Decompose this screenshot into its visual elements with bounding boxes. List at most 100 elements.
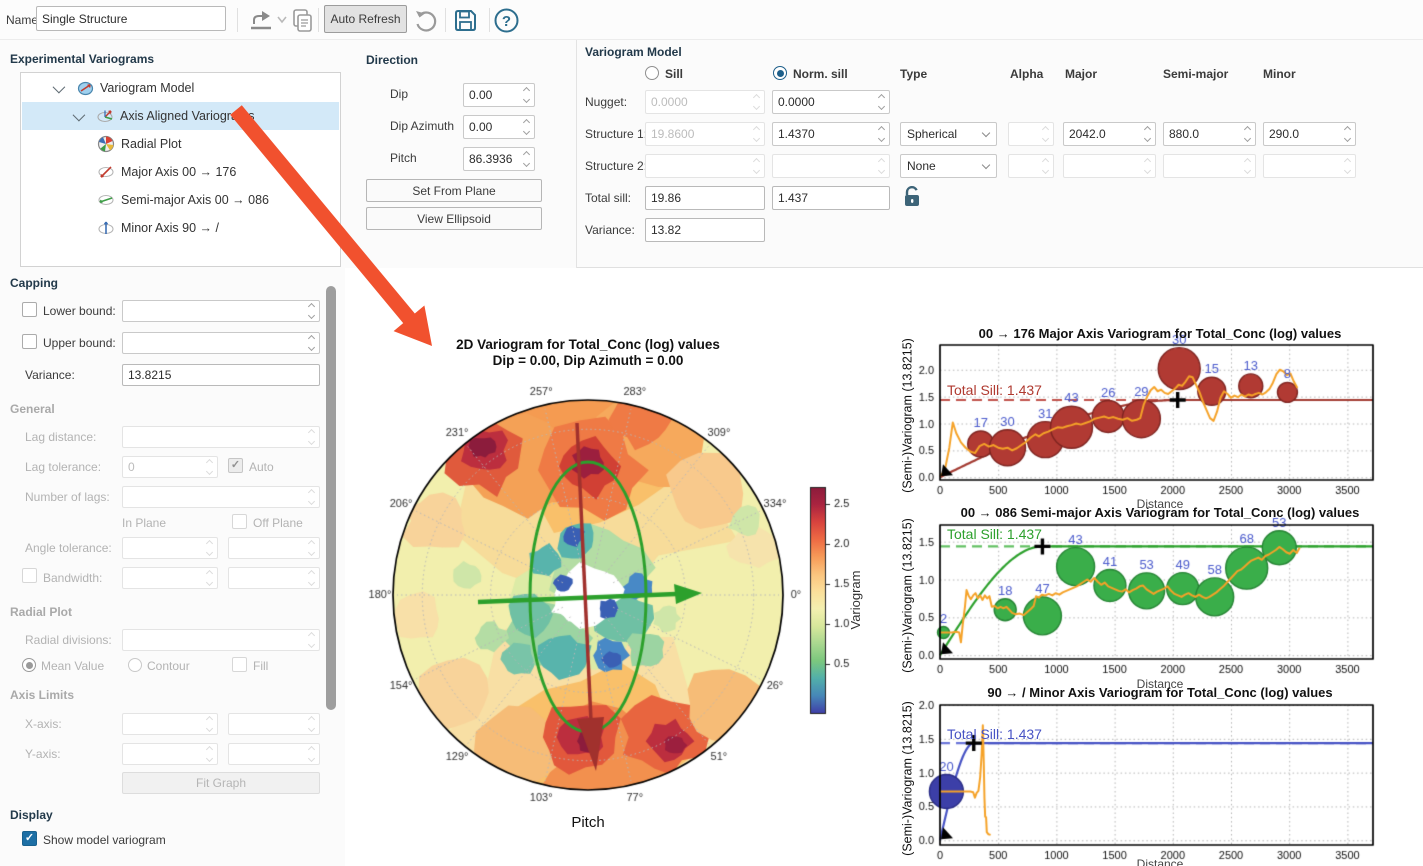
pitch-input[interactable]: [463, 147, 535, 171]
minor-axis-icon: [98, 221, 114, 234]
structure2-norm-sill-input: [772, 154, 890, 178]
annotation-arrow-shape: [230, 105, 432, 346]
norm-sill-radio-label: Norm. sill: [793, 67, 848, 81]
toolbar-separator: [445, 8, 446, 32]
dip-label: Dip: [390, 87, 409, 101]
radial-plot-title-line2: Dip = 0.00, Dip Azimuth = 0.00: [492, 353, 684, 368]
major-axis-chart-canvas: [897, 325, 1423, 497]
major-axis-x-label: Distance: [1136, 497, 1184, 511]
y-axis-max-input: [228, 743, 320, 765]
lower-bound-checkbox[interactable]: [22, 302, 37, 317]
off-plane-label: Off Plane: [253, 516, 303, 530]
radial-plot-canvas: [350, 272, 895, 866]
minor-axis-x-label: Distance: [1136, 857, 1184, 866]
off-plane-checkbox: [232, 514, 247, 529]
x-axis-min-input: [122, 713, 218, 735]
tree-item-major-axis[interactable]: Major Axis 00 → 176: [22, 158, 339, 186]
toolbar-separator: [489, 8, 490, 32]
type-column-header: Type: [900, 67, 928, 81]
structure1-sill-input: [645, 122, 765, 146]
structure1-minor-input[interactable]: [1263, 122, 1356, 146]
undo-icon[interactable]: [413, 8, 439, 34]
nugget-sill-input: [645, 90, 765, 114]
structure1-label: Structure 1:: [585, 127, 648, 141]
expander-chevron-icon[interactable]: [72, 108, 86, 121]
semi-major-axis-icon: [98, 194, 114, 205]
structure1-major-input[interactable]: [1063, 122, 1156, 146]
help-icon[interactable]: ?: [493, 7, 520, 34]
major-column-header: Major: [1065, 67, 1098, 81]
display-heading: Display: [10, 808, 53, 822]
export-dropdown-chevron-icon[interactable]: [277, 16, 287, 24]
radial-plot-icon: [97, 135, 115, 153]
structure2-label: Structure 2:: [585, 159, 648, 173]
tree-item-radial-plot[interactable]: Radial Plot: [22, 130, 339, 158]
norm-sill-radio[interactable]: [773, 66, 787, 80]
show-model-variogram-checkbox[interactable]: [22, 831, 37, 846]
sill-radio[interactable]: [645, 66, 659, 80]
tree-item-axis-aligned-variograms[interactable]: Axis Aligned Variograms: [22, 102, 339, 130]
copy-icon[interactable]: [290, 7, 316, 34]
lag-distance-label: Lag distance:: [25, 430, 97, 444]
upper-bound-input[interactable]: [122, 332, 320, 354]
upper-bound-checkbox[interactable]: [22, 334, 37, 349]
dip-azimuth-input[interactable]: [463, 115, 535, 139]
tree-item-variogram-model[interactable]: Variogram Model: [22, 74, 339, 102]
mean-value-label: Mean Value: [41, 659, 105, 673]
toolbar-separator: [318, 8, 319, 32]
nugget-norm-sill-input[interactable]: [772, 90, 890, 114]
x-axis-max-input: [228, 713, 320, 735]
expander-chevron-icon[interactable]: [52, 80, 66, 93]
semi-major-axis-chart-title: 00 → 086 Semi-major Axis Variogram for T…: [960, 505, 1360, 520]
tree-item-label: Variogram Model: [100, 81, 195, 95]
tree-item-minor-axis[interactable]: Minor Axis 90 → /: [22, 214, 339, 242]
total-norm-sill-input[interactable]: [772, 186, 890, 210]
fill-label: Fill: [253, 659, 269, 673]
minor-axis-chart-title: 90 → / Minor Axis Variogram for Total_Co…: [987, 685, 1333, 700]
name-input[interactable]: [36, 6, 226, 31]
mean-value-radio: [22, 658, 36, 672]
angle-tolerance-label: Angle tolerance:: [25, 541, 112, 555]
model-variance-input[interactable]: [645, 218, 765, 242]
y-axis-min-input: [122, 743, 218, 765]
axis-limits-heading: Axis Limits: [10, 688, 75, 702]
set-from-plane-button[interactable]: Set From Plane: [366, 179, 542, 202]
number-of-lags-input: [122, 486, 320, 508]
structure2-semi-major-input: [1163, 154, 1256, 178]
direction-heading: Direction: [366, 53, 419, 67]
lag-distance-input: [122, 426, 320, 448]
bandwidth-in-plane-input: [122, 567, 218, 589]
export-icon[interactable]: [246, 8, 276, 33]
angle-tolerance-in-plane-input: [122, 537, 218, 559]
left-panel-scrollbar[interactable]: [326, 286, 336, 710]
radial-plot-x-axis-label: Pitch: [571, 814, 605, 831]
structure2-type-dropdown[interactable]: None: [900, 154, 997, 178]
lower-bound-label: Lower bound:: [43, 304, 116, 318]
axis-aligned-variograms-icon: [97, 109, 113, 122]
lock-open-icon[interactable]: [900, 184, 924, 210]
variance-input[interactable]: [122, 364, 320, 386]
tree-item-label: Major Axis 00 → 176: [121, 165, 237, 179]
variance-label: Variance:: [25, 368, 75, 382]
chevron-down-icon: [981, 160, 991, 169]
save-icon[interactable]: [452, 7, 479, 34]
structure1-type-value: Spherical: [907, 127, 958, 141]
lower-bound-input[interactable]: [122, 300, 320, 322]
structure1-semi-major-input[interactable]: [1163, 122, 1256, 146]
fit-graph-button: Fit Graph: [122, 772, 320, 794]
radial-plot-heading: Radial Plot: [10, 605, 73, 619]
tree-item-semi-major-axis[interactable]: Semi-major Axis 00 → 086: [22, 186, 339, 214]
annotation-arrow: [230, 105, 432, 346]
total-sill-input[interactable]: [645, 186, 765, 210]
view-ellipsoid-button[interactable]: View Ellipsoid: [366, 207, 542, 230]
tree-item-label: Radial Plot: [121, 137, 182, 151]
structure1-type-dropdown[interactable]: Spherical: [900, 122, 997, 146]
dip-input[interactable]: [463, 83, 535, 107]
toolbar: Name: Auto Refresh ?: [0, 0, 1423, 40]
number-of-lags-label: Number of lags:: [25, 490, 110, 504]
structure2-type-value: None: [907, 159, 936, 173]
toolbar-separator: [237, 8, 238, 32]
auto-refresh-button[interactable]: Auto Refresh: [324, 5, 407, 33]
structure1-norm-sill-input[interactable]: [772, 122, 890, 146]
